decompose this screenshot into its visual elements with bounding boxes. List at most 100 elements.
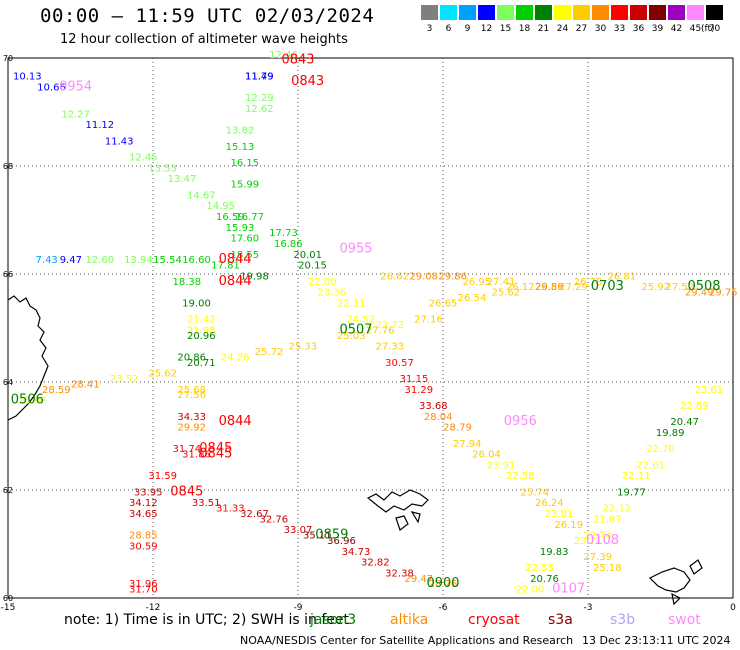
wave-height-value: 27.41 bbox=[487, 277, 516, 288]
wave-height-value: 28.79 bbox=[443, 423, 472, 434]
wave-height-value: 11.79 bbox=[245, 72, 274, 83]
wave-height-value: 23.81 bbox=[545, 509, 574, 520]
wave-height-value: 31.86 bbox=[182, 450, 211, 461]
pass-time-label: 0108 bbox=[586, 533, 619, 548]
pass-time-label: 0843 bbox=[291, 74, 324, 89]
wave-height-value: 29.92 bbox=[177, 423, 206, 434]
color-scale-unit: (ft) bbox=[701, 24, 715, 34]
color-scale-label: 30 bbox=[594, 24, 607, 34]
wave-height-value: 22.01 bbox=[637, 460, 666, 471]
color-scale-label: 27 bbox=[575, 24, 588, 34]
wave-height-value: 28.76 bbox=[429, 579, 458, 590]
wave-height-value: 22.00 bbox=[308, 277, 337, 288]
wave-height-value: 19.89 bbox=[656, 428, 685, 439]
wave-height-value: 31.74 bbox=[173, 444, 202, 455]
wave-height-value: 19.98 bbox=[240, 271, 269, 282]
wave-height-value: 25.62 bbox=[148, 369, 177, 380]
color-scale-label: 42 bbox=[670, 24, 683, 34]
color-scale-label: 12 bbox=[480, 24, 493, 34]
pass-time-label: 0843 bbox=[281, 52, 314, 67]
color-scale-swatch bbox=[535, 5, 552, 20]
wave-height-value: 13.82 bbox=[226, 126, 255, 137]
wave-height-value: 27.76 bbox=[366, 325, 395, 336]
color-scale-swatch bbox=[459, 5, 476, 20]
wave-height-value: 33.51 bbox=[192, 498, 221, 509]
wave-height-value: 25.62 bbox=[492, 288, 521, 299]
wave-height-value: 20.47 bbox=[670, 417, 699, 428]
wave-height-value: 24.52 bbox=[347, 315, 376, 326]
wave-height-value: 11.43 bbox=[105, 136, 134, 147]
wave-height-value: 33.07 bbox=[284, 525, 313, 536]
wave-height-value: 31.33 bbox=[216, 504, 245, 515]
wave-height-value: 26.56 bbox=[535, 282, 564, 293]
wave-height-value: 22.70 bbox=[646, 444, 675, 455]
coastlines bbox=[7, 295, 703, 606]
wave-height-value: 26.54 bbox=[458, 293, 487, 304]
wave-height-value: 33.68 bbox=[419, 401, 448, 412]
wave-height-value: 31.96 bbox=[129, 579, 158, 590]
pass-time-label: 0954 bbox=[59, 79, 92, 94]
color-scale-swatch bbox=[592, 5, 609, 20]
pass-time-label: 0107 bbox=[552, 582, 585, 597]
wave-height-value: 25.74 bbox=[521, 487, 550, 498]
wave-height-value: 20.15 bbox=[298, 261, 327, 272]
wave-height-value: 26.62 bbox=[380, 271, 409, 282]
wave-height-value: 28.85 bbox=[129, 531, 158, 542]
pass-time-label: 0859 bbox=[315, 528, 348, 543]
wave-height-value: 23.91 bbox=[487, 460, 516, 471]
color-scale-swatch bbox=[421, 5, 438, 20]
wave-height-value: 26.65 bbox=[429, 298, 458, 309]
legend-entry-jason3: jason3 bbox=[310, 612, 357, 628]
wave-height-value: 26.81 bbox=[608, 271, 637, 282]
wave-height-value: 26.19 bbox=[554, 520, 583, 531]
wave-height-value: 15.13 bbox=[226, 142, 255, 153]
wave-height-value: 11.12 bbox=[86, 120, 115, 131]
pass-time-label: 0506 bbox=[11, 393, 44, 408]
wave-height-value: 19.77 bbox=[617, 487, 646, 498]
wave-height-value: 12.29 bbox=[245, 93, 274, 104]
wave-height-value: 17.60 bbox=[231, 234, 260, 245]
y-tick-label: 62 bbox=[3, 486, 13, 495]
pass-time-label: 0845 bbox=[199, 441, 232, 456]
pass-time-label: 0845 bbox=[170, 484, 203, 499]
lat-lon-grid bbox=[8, 58, 733, 598]
color-scale-swatch bbox=[706, 5, 723, 20]
wave-height-value: 32.76 bbox=[260, 514, 289, 525]
pass-time-labels: 0843 0843 0954 0955 0844 0844 0703 0508 0507 0506… bbox=[11, 52, 721, 596]
wave-height-value: 26.12 bbox=[506, 282, 535, 293]
wave-height-value: 23.52 bbox=[110, 374, 139, 385]
wave-height-value: 20.86 bbox=[177, 352, 206, 363]
wave-height-value: 23.92 bbox=[18, 396, 47, 407]
wave-height-value: 18.38 bbox=[173, 277, 202, 288]
wave-height-value: 26.95 bbox=[463, 277, 492, 288]
wave-height-value: 15.93 bbox=[226, 223, 255, 234]
wave-height-value: 24.26 bbox=[221, 352, 250, 363]
wave-height-value: 20.76 bbox=[530, 574, 559, 585]
color-scale-label: 45 bbox=[689, 24, 702, 34]
wave-height-value: 36.96 bbox=[327, 536, 356, 547]
color-scale-label: 21 bbox=[537, 24, 550, 34]
wave-height-value: 16.60 bbox=[182, 255, 211, 266]
credit-line: NOAA/NESDIS Center for Satellite Applica… bbox=[240, 634, 574, 647]
wave-height-value: 31.59 bbox=[148, 471, 177, 482]
wave-height-value: 12.45 bbox=[129, 153, 158, 164]
wave-height-value: 10.66 bbox=[37, 82, 66, 93]
pass-time-label: 0955 bbox=[339, 241, 372, 256]
wave-height-value: 25.92 bbox=[641, 282, 670, 293]
color-scale-swatch bbox=[554, 5, 571, 20]
wave-height-value: 27.94 bbox=[453, 439, 482, 450]
color-scale-swatch bbox=[649, 5, 666, 20]
wave-height-value: 26.24 bbox=[535, 498, 564, 509]
wave-height-value: 21.98 bbox=[187, 325, 216, 336]
pass-time-label: 0508 bbox=[687, 279, 720, 294]
wave-height-value: 7.43 bbox=[36, 255, 58, 266]
wave-height-value: 29.75 bbox=[709, 288, 738, 299]
wave-height-value: 22.55 bbox=[525, 563, 554, 574]
y-tick-label: 64 bbox=[3, 378, 13, 387]
wave-height-value: 28.41 bbox=[71, 379, 100, 390]
wave-height-value: 20.71 bbox=[187, 358, 216, 369]
wave-height-value: 29.86 bbox=[438, 271, 467, 282]
wave-height-value: 32.67 bbox=[240, 509, 269, 520]
wave-height-value: 28.59 bbox=[42, 385, 71, 396]
pass-time-label: 0703 bbox=[591, 279, 624, 294]
